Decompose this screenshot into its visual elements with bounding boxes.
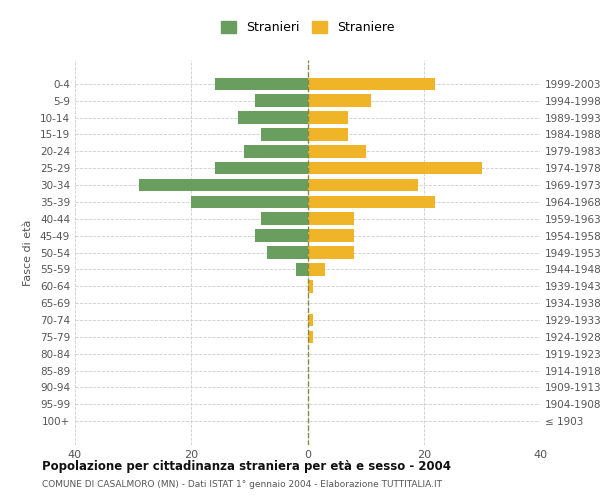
Bar — [261, 128, 308, 141]
Bar — [308, 246, 354, 259]
Bar — [308, 263, 325, 276]
Legend: Stranieri, Straniere: Stranieri, Straniere — [216, 16, 399, 39]
Bar — [308, 196, 436, 208]
Bar — [255, 230, 308, 242]
Text: Popolazione per cittadinanza straniera per età e sesso - 2004: Popolazione per cittadinanza straniera p… — [42, 460, 451, 473]
Bar — [244, 145, 308, 158]
Bar — [215, 78, 308, 90]
Bar — [308, 280, 313, 292]
Bar — [308, 78, 436, 90]
Bar — [308, 178, 418, 192]
Text: COMUNE DI CASALMORO (MN) - Dati ISTAT 1° gennaio 2004 - Elaborazione TUTTITALIA.: COMUNE DI CASALMORO (MN) - Dati ISTAT 1°… — [42, 480, 442, 489]
Bar — [296, 263, 308, 276]
Bar — [267, 246, 308, 259]
Bar — [238, 111, 308, 124]
Bar — [261, 212, 308, 225]
Bar — [215, 162, 308, 174]
Bar — [139, 178, 308, 192]
Bar — [308, 145, 365, 158]
Y-axis label: Fasce di età: Fasce di età — [23, 220, 33, 286]
Bar — [308, 162, 482, 174]
Bar — [308, 111, 348, 124]
Bar — [255, 94, 308, 107]
Bar — [308, 314, 313, 326]
Bar — [308, 230, 354, 242]
Bar — [191, 196, 308, 208]
Bar — [308, 94, 371, 107]
Bar — [308, 128, 348, 141]
Bar — [308, 330, 313, 343]
Bar — [308, 212, 354, 225]
